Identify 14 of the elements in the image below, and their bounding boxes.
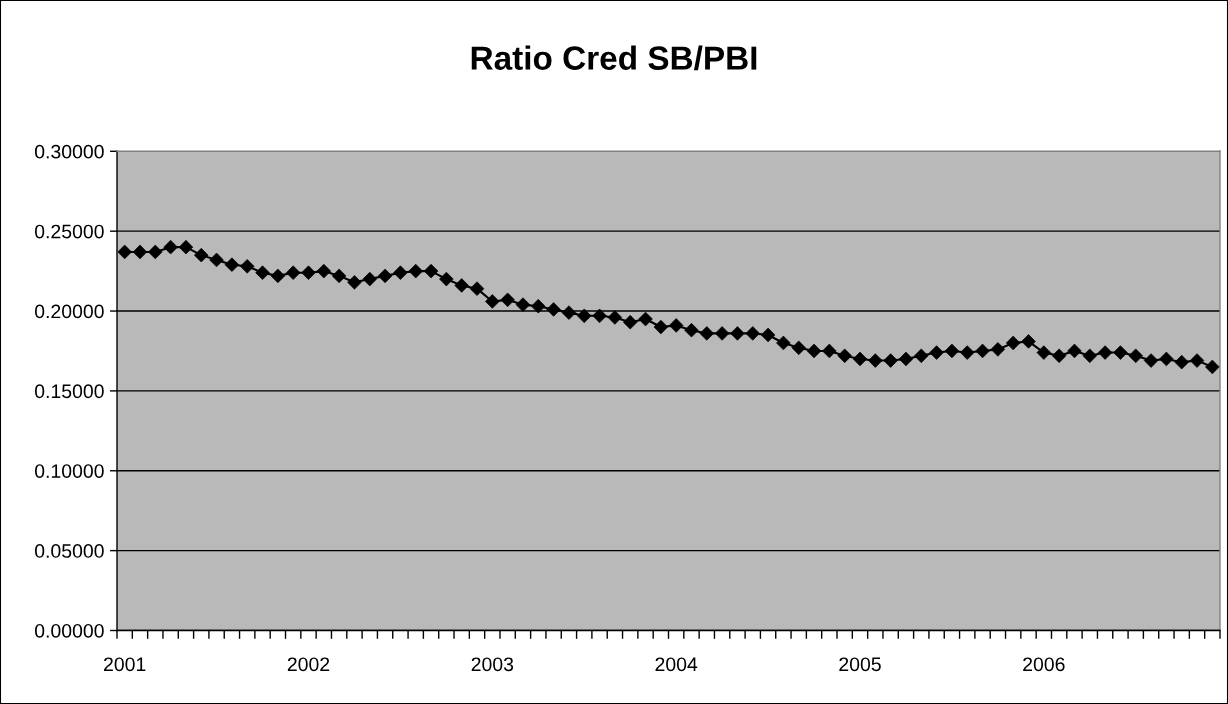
y-tick-label: 0.25000 [34,224,104,239]
y-tick-label: 0.20000 [34,304,104,319]
x-tick-label: 2002 [287,657,330,672]
chart-title: Ratio Cred SB/PBI [471,45,757,71]
y-tick-label: 0.00000 [34,623,104,638]
x-tick-label: 2003 [471,657,514,672]
y-tick-label: 0.05000 [34,544,104,558]
y-tick-label: 0.15000 [34,384,104,399]
x-tick-label: 2006 [1023,657,1065,672]
x-tick-label: 2004 [655,657,698,672]
x-tick-label: 2005 [839,657,881,672]
y-tick-label: 0.30000 [34,144,104,159]
y-tick-label: 0.10000 [34,464,104,478]
x-tick-label: 2001 [104,657,146,672]
